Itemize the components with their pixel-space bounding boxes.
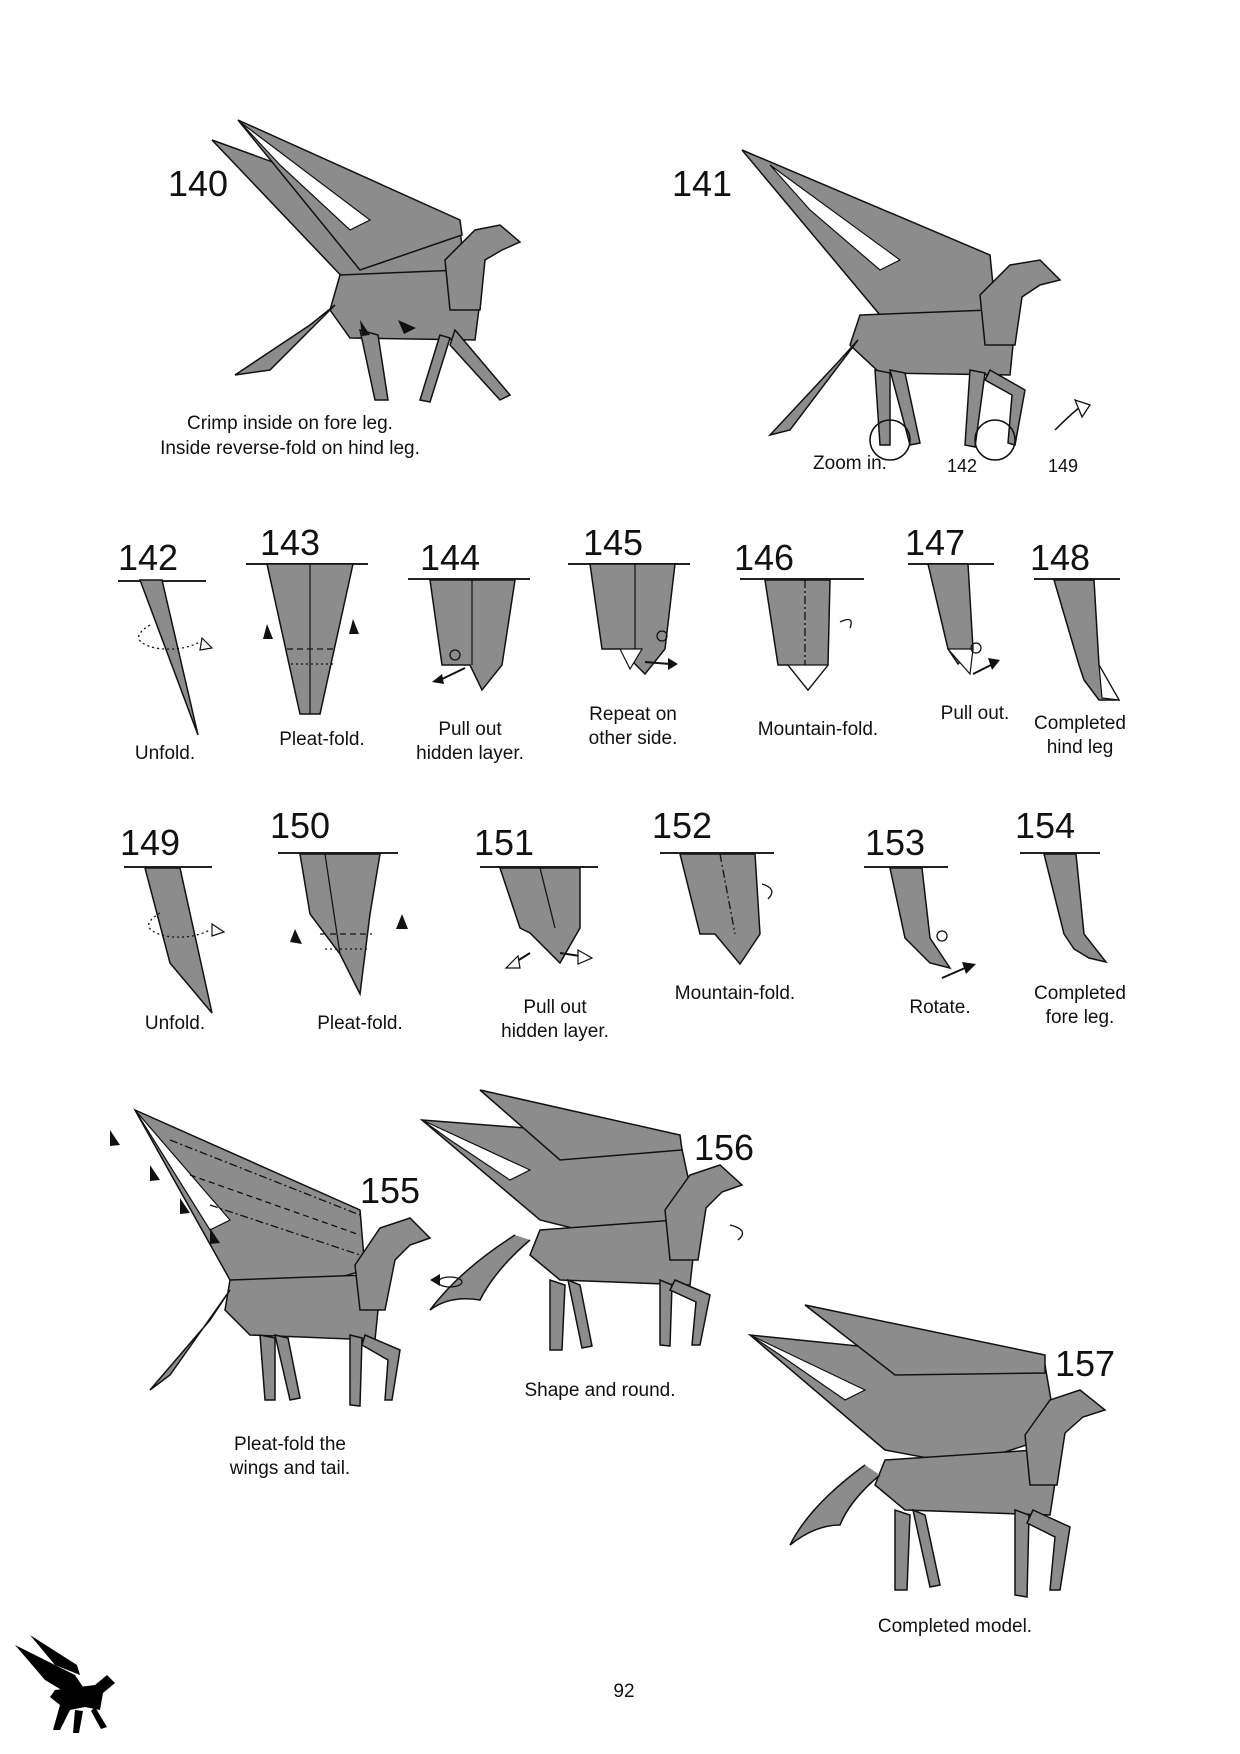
step-147-number: 147 xyxy=(905,522,966,563)
step-154-caption-line1: Completed xyxy=(1034,983,1126,1004)
step-143-caption: Pleat-fold. xyxy=(279,729,365,750)
step-140-number: 140 xyxy=(168,163,229,204)
page-number: 92 xyxy=(613,1681,635,1702)
step-150-leg-diagram xyxy=(290,853,408,997)
step-148-base-line xyxy=(1034,578,1120,580)
step-150-number: 150 xyxy=(270,805,331,846)
step-145-caption-line2: other side. xyxy=(588,728,678,749)
step-141-pegasus-diagram xyxy=(741,149,1092,461)
step-142-number: 142 xyxy=(118,537,179,578)
step-141-callout-149: 149 xyxy=(1047,456,1079,476)
step-146-leg-diagram xyxy=(764,579,852,692)
step-148-number: 148 xyxy=(1030,537,1091,578)
step-155-pegasus-diagram xyxy=(110,1108,432,1407)
step-152-base-line xyxy=(660,852,774,854)
step-151-base-line xyxy=(480,866,598,868)
step-156-caption: Shape and round. xyxy=(524,1380,676,1401)
step-140-pegasus-diagram xyxy=(211,119,522,403)
step-154-number: 154 xyxy=(1015,805,1076,846)
step-147-caption: Pull out. xyxy=(940,703,1010,724)
step-141-caption: Zoom in. xyxy=(813,453,887,474)
step-155-caption-line1: Pleat-fold the xyxy=(234,1434,346,1455)
step-149-leg-diagram xyxy=(144,867,226,1014)
step-142-leg-diagram xyxy=(138,579,214,736)
step-149-caption: Unfold. xyxy=(144,1013,206,1034)
step-140-caption-line2: Inside reverse-fold on hind leg. xyxy=(160,438,420,459)
pegasus-logo-icon xyxy=(15,1635,115,1733)
step-148-caption-line2: hind leg xyxy=(1046,737,1114,758)
step-153-base-line xyxy=(864,866,948,868)
step-143-leg-diagram xyxy=(263,563,359,715)
step-153-number: 153 xyxy=(865,822,926,863)
step-153-leg-diagram xyxy=(889,867,976,979)
step-143-number: 143 xyxy=(260,522,321,563)
step-152-leg-diagram xyxy=(679,853,773,966)
step-156-number: 156 xyxy=(694,1127,755,1168)
step-152-number: 152 xyxy=(652,805,713,846)
step-144-caption-line2: hidden layer. xyxy=(416,743,524,764)
step-151-number: 151 xyxy=(474,822,535,863)
step-145-number: 145 xyxy=(583,522,644,563)
step-145-leg-diagram xyxy=(589,563,678,676)
step-141-number: 141 xyxy=(672,163,733,204)
step-144-caption-line1: Pull out xyxy=(438,719,502,740)
step-154-caption-line2: fore leg. xyxy=(1045,1007,1115,1028)
step-150-caption: Pleat-fold. xyxy=(317,1013,403,1034)
step-144-number: 144 xyxy=(420,537,481,578)
step-157-number: 157 xyxy=(1055,1343,1116,1384)
step-145-caption-line1: Repeat on xyxy=(589,704,677,725)
step-153-caption: Rotate. xyxy=(909,997,971,1018)
step-154-base-line xyxy=(1020,852,1100,854)
step-155-caption-line2: wings and tail. xyxy=(229,1458,351,1479)
step-140-caption-line1: Crimp inside on fore leg. xyxy=(187,413,393,434)
step-146-caption: Mountain-fold. xyxy=(757,719,879,740)
step-151-leg-diagram xyxy=(498,867,594,969)
step-151-caption-line2: hidden layer. xyxy=(501,1021,609,1042)
step-157-completed-pegasus xyxy=(747,1304,1107,1598)
step-157-caption: Completed model. xyxy=(877,1616,1033,1637)
step-148-caption-line1: Completed xyxy=(1034,713,1126,734)
step-144-leg-diagram xyxy=(429,579,516,692)
step-150-base-line xyxy=(278,852,398,854)
step-155-number: 155 xyxy=(360,1170,421,1211)
step-146-number: 146 xyxy=(734,537,795,578)
step-151-caption-line1: Pull out xyxy=(523,997,587,1018)
step-156-pegasus-diagram xyxy=(419,1089,744,1351)
step-146-base-line xyxy=(740,578,864,580)
step-147-leg-diagram xyxy=(927,563,1000,676)
step-141-callout-142: 142 xyxy=(946,456,978,476)
step-154-leg-diagram xyxy=(1043,853,1108,964)
step-142-caption: Unfold. xyxy=(134,743,196,764)
step-148-leg-diagram xyxy=(1052,579,1121,701)
step-149-number: 149 xyxy=(120,822,181,863)
step-149-base-line xyxy=(124,866,212,868)
step-152-caption: Mountain-fold. xyxy=(674,983,796,1004)
step-144-base-line xyxy=(408,578,530,580)
